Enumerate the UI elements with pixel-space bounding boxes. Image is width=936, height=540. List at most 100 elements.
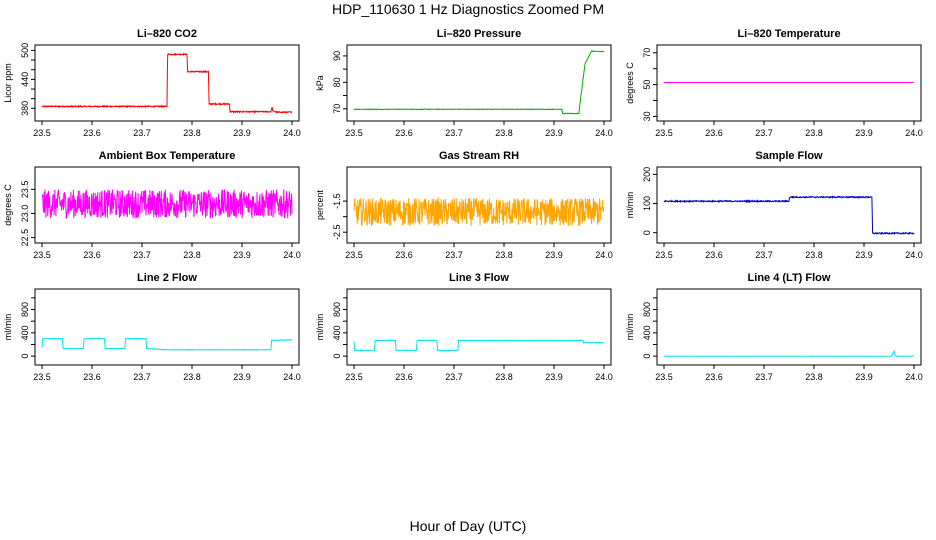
chart-title: Line 2 Flow (137, 272, 197, 284)
y-axis-label: ml/min (3, 314, 13, 341)
x-tick-label: 23.6 (395, 372, 413, 382)
x-tick-label: 23.9 (545, 372, 563, 382)
x-tick-label: 23.8 (183, 128, 201, 138)
x-tick-label: 23.6 (395, 128, 413, 138)
x-tick-label: 23.9 (855, 250, 873, 260)
chart-title: Sample Flow (755, 150, 823, 162)
chart-panel-8: Line 3 Flow ml/min 23.5 23.6 23.7 23.8 23.9 24.… (315, 272, 613, 382)
chart-panel-3: Li–820 Temperature degrees C 23.5 23.6 23.7 2… (625, 28, 923, 138)
y-tick-label: 70 (332, 104, 342, 114)
plot-frame (346, 288, 612, 366)
y-tick-label: -1.5 (332, 193, 342, 209)
x-tick-label: 23.6 (83, 128, 101, 138)
y-tick-label: 400 (642, 325, 652, 340)
x-tick-label: 24.0 (283, 372, 301, 382)
chart-panel-6: Sample Flow ml/min 23.5 23.6 23.7 23.8 23.9 24.… (625, 150, 923, 260)
y-tick-label: 23.5 (20, 181, 30, 199)
y-tick-label: 90 (332, 51, 342, 61)
y-tick-label: 800 (332, 302, 342, 317)
x-tick-label: 23.5 (655, 128, 673, 138)
y-tick-label: 440 (20, 72, 30, 87)
x-tick-label: 23.5 (345, 250, 363, 260)
series-line (354, 50, 605, 115)
x-tick-label: 23.7 (755, 372, 773, 382)
x-tick-label: 23.7 (133, 128, 151, 138)
x-tick-label: 23.6 (83, 372, 101, 382)
x-tick-label: 23.9 (233, 128, 251, 138)
x-tick-label: 23.6 (705, 128, 723, 138)
series-line (353, 196, 605, 227)
x-tick-label: 23.7 (755, 250, 773, 260)
y-axis-label: ml/min (625, 314, 635, 341)
y-tick-label: 500 (20, 43, 30, 58)
y-tick-label: -2.5 (332, 224, 342, 240)
plot-frame (34, 166, 300, 244)
plot-frame (34, 288, 300, 366)
x-tick-label: 23.6 (395, 250, 413, 260)
x-tick-label: 24.0 (595, 128, 613, 138)
x-tick-label: 23.5 (655, 250, 673, 260)
y-axis-label: ml/min (625, 192, 635, 219)
x-tick-label: 23.9 (855, 372, 873, 382)
y-tick-label: 380 (20, 101, 30, 116)
x-tick-label: 23.6 (83, 250, 101, 260)
y-tick-label: 200 (642, 167, 652, 182)
y-tick-label: 22.5 (20, 229, 30, 247)
plot-frame (346, 166, 612, 244)
chart-title: Ambient Box Temperature (99, 150, 236, 162)
series-line (41, 189, 293, 220)
x-tick-label: 23.8 (183, 250, 201, 260)
y-axis-label: percent (315, 189, 325, 220)
x-tick-label: 23.9 (545, 250, 563, 260)
x-tick-label: 23.6 (705, 250, 723, 260)
chart-panel-1: Li–820 CO2 Licor ppm 23.5 23.6 23.7 23.8 23.9 2… (3, 28, 301, 138)
x-tick-label: 24.0 (595, 372, 613, 382)
x-tick-label: 23.8 (183, 372, 201, 382)
x-tick-label: 24.0 (905, 372, 923, 382)
plot-frame (656, 288, 922, 366)
figure-x-axis-label: Hour of Day (UTC) (409, 518, 527, 534)
x-tick-label: 24.0 (595, 250, 613, 260)
y-tick-label: 0 (332, 354, 342, 359)
y-tick-label: 0 (642, 354, 652, 359)
series-line (41, 337, 293, 351)
x-tick-label: 23.5 (33, 372, 51, 382)
x-tick-label: 23.5 (345, 128, 363, 138)
x-tick-label: 23.9 (233, 372, 251, 382)
chart-panel-9: Line 4 (LT) Flow ml/min 23.5 23.6 23.7 23.8 23… (625, 272, 923, 382)
x-tick-label: 24.0 (283, 250, 301, 260)
y-tick-label: 0 (642, 230, 652, 235)
chart-panel-2: Li–820 Pressure kPa 23.5 23.6 23.7 23.8 23.9 24… (315, 28, 613, 138)
x-tick-label: 23.8 (495, 372, 513, 382)
y-tick-label: 400 (332, 325, 342, 340)
chart-title: Li–820 CO2 (137, 28, 197, 40)
series-line (663, 349, 914, 357)
chart-title: Li–820 Pressure (437, 28, 521, 40)
x-tick-label: 23.5 (345, 372, 363, 382)
series-line (41, 52, 293, 115)
x-tick-label: 23.6 (705, 372, 723, 382)
chart-panel-7: Line 2 Flow ml/min 23.5 23.6 23.7 23.8 23.9 24.… (3, 272, 301, 382)
series-line (353, 339, 605, 352)
figure-title: HDP_110630 1 Hz Diagnostics Zoomed PM (331, 1, 605, 17)
chart-title: Line 3 Flow (449, 272, 509, 284)
x-tick-label: 24.0 (905, 250, 923, 260)
chart-title: Gas Stream RH (439, 150, 519, 162)
chart-panel-4: Ambient Box Temperature degrees C 23.5 23.6… (3, 150, 301, 260)
y-tick-label: 50 (642, 80, 652, 90)
x-tick-label: 23.7 (445, 372, 463, 382)
plot-frame (346, 44, 612, 122)
x-tick-label: 23.9 (545, 128, 563, 138)
x-tick-label: 23.9 (233, 250, 251, 260)
y-tick-label: 800 (20, 302, 30, 317)
plot-frame (34, 44, 300, 122)
x-tick-label: 23.8 (805, 250, 823, 260)
x-tick-label: 24.0 (905, 128, 923, 138)
y-axis-label: kPa (315, 75, 325, 91)
x-tick-label: 23.5 (33, 250, 51, 260)
x-tick-label: 23.7 (445, 128, 463, 138)
y-tick-label: 0 (20, 354, 30, 359)
x-tick-label: 23.5 (33, 128, 51, 138)
y-tick-label: 70 (642, 48, 652, 58)
